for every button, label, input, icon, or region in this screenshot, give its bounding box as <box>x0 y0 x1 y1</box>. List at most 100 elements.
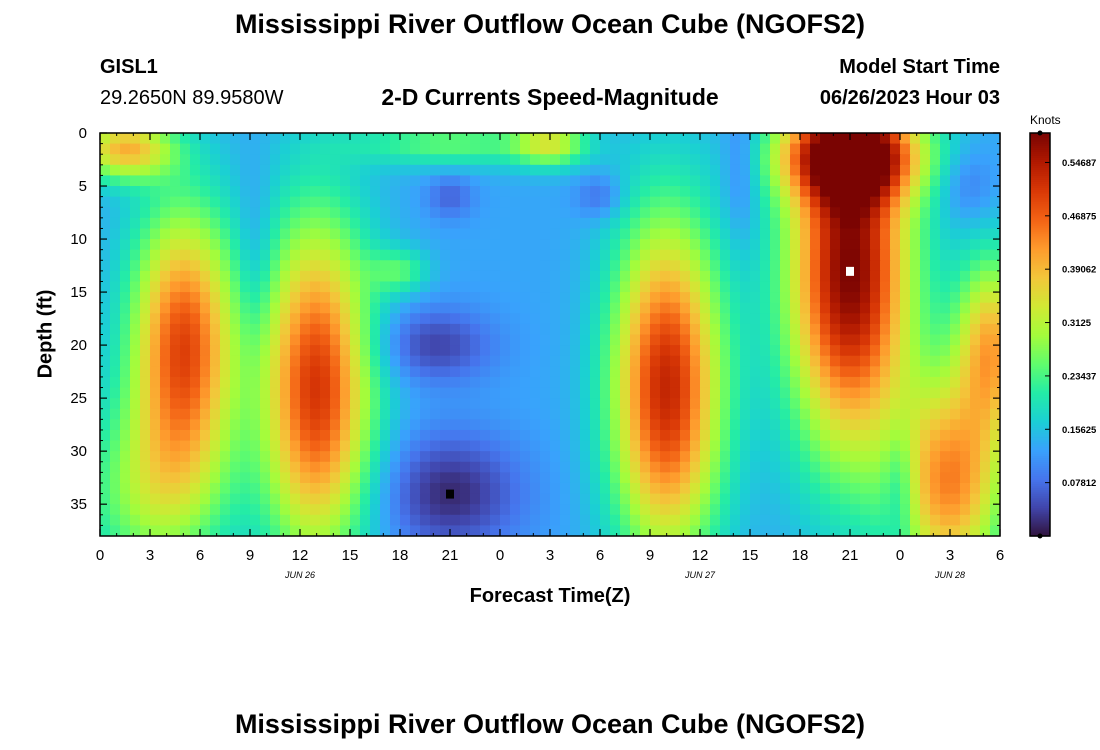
heatmap-cell <box>570 408 581 420</box>
heatmap-cell <box>160 461 171 473</box>
heatmap-cell <box>510 429 521 442</box>
heatmap-cell <box>420 186 431 198</box>
heatmap-cell <box>480 260 491 272</box>
heatmap-cell <box>140 249 151 261</box>
heatmap-cell <box>580 292 591 304</box>
heatmap-cell <box>550 143 561 155</box>
heatmap-cell <box>790 281 801 293</box>
heatmap-cell <box>490 313 501 325</box>
heatmap-cell <box>980 196 991 208</box>
heatmap-cell <box>290 451 301 463</box>
heatmap-cell <box>820 387 831 399</box>
heatmap-cell <box>700 334 711 346</box>
heatmap-cell <box>910 398 921 410</box>
heatmap-cell <box>160 186 171 198</box>
heatmap-cell <box>600 270 611 283</box>
heatmap-cell <box>650 133 661 145</box>
heatmap-cell <box>190 514 201 526</box>
heatmap-cell <box>350 355 361 367</box>
heatmap-cell <box>980 493 991 505</box>
heatmap-cell <box>740 514 751 526</box>
heatmap-cell <box>260 186 271 198</box>
heatmap-cell <box>680 514 691 526</box>
heatmap-cell <box>130 429 141 442</box>
heatmap-cell <box>470 281 481 293</box>
heatmap-cell <box>820 419 831 431</box>
heatmap-cell <box>200 408 211 420</box>
heatmap-cell <box>860 292 871 304</box>
heatmap-cell <box>350 281 361 293</box>
heatmap-cell <box>870 504 881 516</box>
heatmap-cell <box>340 270 351 283</box>
heatmap-cell <box>220 366 231 378</box>
colorbar-swatch <box>1030 487 1050 491</box>
heatmap-cell <box>910 525 921 536</box>
heatmap-cell <box>870 376 881 389</box>
heatmap-cell <box>890 228 901 240</box>
heatmap-cell <box>630 133 641 145</box>
heatmap-cell <box>220 249 231 261</box>
heatmap-cell <box>860 429 871 442</box>
heatmap-cell <box>600 461 611 473</box>
heatmap-cell <box>740 345 751 357</box>
heatmap-cell <box>220 493 231 505</box>
heatmap-cell <box>450 334 461 346</box>
heatmap-cell <box>340 228 351 240</box>
heatmap-cell <box>630 334 641 346</box>
heatmap-cell <box>150 239 161 251</box>
heatmap-cell <box>220 482 231 495</box>
colorbar-swatch <box>1030 352 1050 356</box>
heatmap-cell <box>520 260 531 272</box>
heatmap-cell <box>970 472 981 484</box>
heatmap-cell <box>810 345 821 357</box>
colorbar-swatch <box>1030 183 1050 186</box>
heatmap-cell <box>530 292 541 304</box>
heatmap-cell <box>860 228 871 240</box>
heatmap-cell <box>130 186 141 198</box>
colorbar-swatch <box>1030 386 1050 390</box>
heatmap-cell <box>350 249 361 261</box>
colorbar-swatch <box>1030 417 1050 420</box>
heatmap-cell <box>270 217 281 230</box>
heatmap-cell <box>560 525 571 536</box>
heatmap-cell <box>430 196 441 208</box>
heatmap-cell <box>730 334 741 346</box>
heatmap-cell <box>470 175 481 187</box>
heatmap-cell <box>720 514 731 526</box>
heatmap-cell <box>740 429 751 442</box>
heatmap-cell <box>310 186 321 198</box>
heatmap-cell <box>270 302 281 314</box>
heatmap-cell <box>630 292 641 304</box>
colorbar-swatch <box>1030 247 1050 251</box>
heatmap-cell <box>610 313 621 325</box>
heatmap-cell <box>520 249 531 261</box>
heatmap-cell <box>510 186 521 198</box>
heatmap-cell <box>380 472 391 484</box>
heatmap-cell <box>160 228 171 240</box>
heatmap-cell <box>780 292 791 304</box>
heatmap-cell <box>290 186 301 198</box>
heatmap-cell <box>680 228 691 240</box>
heatmap-cell <box>160 387 171 399</box>
colorbar-swatch <box>1030 409 1050 412</box>
heatmap-cell <box>210 175 221 187</box>
heatmap-cell <box>940 133 951 145</box>
heatmap-cell <box>930 292 941 304</box>
heatmap-cell <box>330 207 341 219</box>
heatmap-cell <box>870 419 881 431</box>
heatmap-cell <box>760 154 771 166</box>
heatmap-cell <box>570 313 581 325</box>
heatmap-cell <box>210 281 221 293</box>
heatmap-cell <box>120 270 131 283</box>
heatmap-cell <box>280 186 291 198</box>
heatmap-cell <box>610 292 621 304</box>
heatmap-cell <box>320 472 331 484</box>
heatmap-cell <box>790 334 801 346</box>
heatmap-cell <box>830 260 841 272</box>
heatmap-cell <box>690 514 701 526</box>
heatmap-cell <box>460 429 471 442</box>
heatmap-cell <box>550 217 561 230</box>
heatmap-cell <box>440 376 451 389</box>
heatmap-cell <box>550 345 561 357</box>
heatmap-cell <box>690 260 701 272</box>
